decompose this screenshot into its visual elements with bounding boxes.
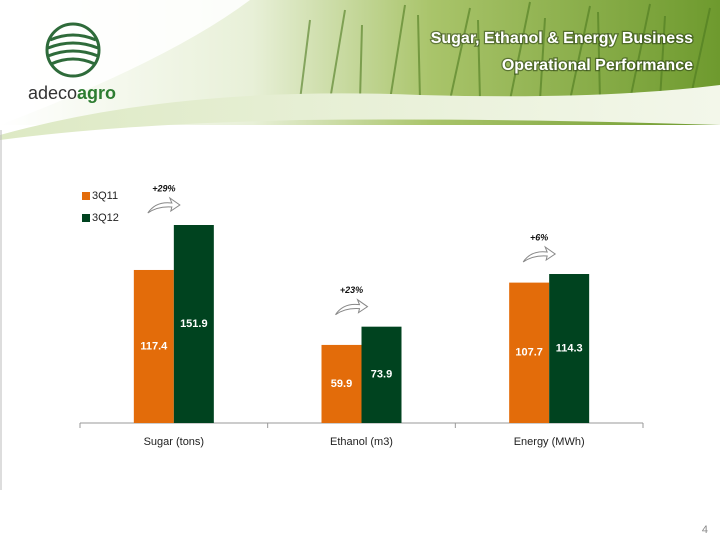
bar: [361, 326, 402, 423]
legend-label: 3Q11: [92, 190, 118, 202]
logo-text-b: agro: [77, 83, 116, 103]
legend-swatch: [82, 192, 90, 200]
bar: [133, 269, 174, 423]
value-label: 107.7: [515, 347, 543, 359]
value-label: 151.9: [180, 318, 208, 330]
logo-mark: [45, 22, 101, 78]
value-label: 73.9: [371, 369, 392, 381]
growth-annotation: +29%: [152, 183, 175, 193]
growth-arrow: [522, 245, 557, 263]
page-number: 4: [702, 524, 708, 536]
bar: [549, 274, 590, 423]
value-label: 59.9: [331, 378, 352, 390]
bar: [509, 282, 550, 423]
title-line: Sugar, Ethanol & Energy Business: [431, 30, 693, 47]
growth-annotation: +23%: [340, 285, 363, 295]
value-label: 114.3: [556, 342, 583, 354]
legend-swatch: [82, 214, 90, 222]
logo-text-a: adeco: [28, 83, 77, 103]
legend-label: 3Q12: [92, 212, 119, 224]
bar: [321, 344, 362, 423]
value-label: 117.4: [140, 340, 168, 352]
growth-arrow: [335, 298, 369, 316]
x-tick-label: Energy (MWh): [514, 436, 585, 448]
x-tick-label: Ethanol (m3): [330, 436, 393, 448]
logo-bg: [0, 0, 250, 125]
bar: [173, 225, 214, 423]
logo-text: adecoagro: [28, 83, 116, 103]
growth-arrow: [147, 196, 181, 214]
title-line: Operational Performance: [502, 57, 693, 74]
x-tick-label: Sugar (tons): [144, 436, 205, 448]
header-swoosh: [0, 85, 720, 140]
cane: [299, 1, 711, 101]
growth-annotation: +6%: [530, 232, 548, 242]
